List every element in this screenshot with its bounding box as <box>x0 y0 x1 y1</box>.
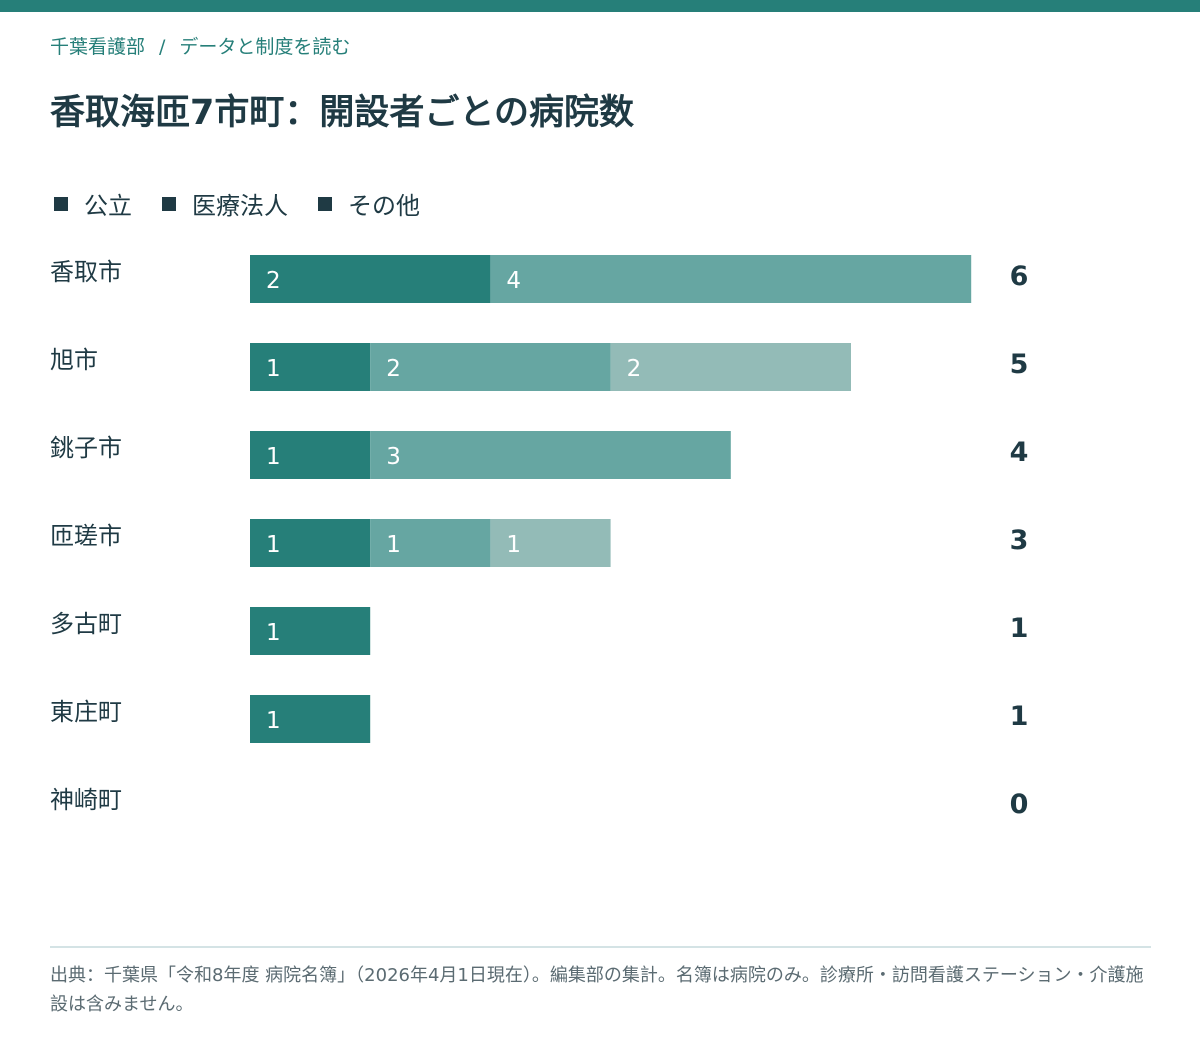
chart-legend: 公立 医療法人 その他 <box>54 186 450 221</box>
breadcrumb-separator: / <box>159 36 166 58</box>
bar-segment-tonosho-0 <box>250 695 371 743</box>
segment-value-label-tako-0: 1 <box>266 620 281 646</box>
bar-segment-asahi-0 <box>250 343 371 391</box>
source-note: 出典：千葉県「令和8年度 病院名簿」（2026年4月1日現在）。編集部の集計。名… <box>50 965 1144 1015</box>
segment-value-label-asahi-1: 2 <box>386 356 401 382</box>
bar-segment-katori-0 <box>250 255 491 303</box>
segment-value-label-asahi-0: 1 <box>266 356 281 382</box>
legend-item-other: その他 <box>318 186 420 221</box>
legend-label-public: 公立 <box>84 192 132 220</box>
bar-segment-sosa-0 <box>250 519 371 567</box>
segment-value-label-sosa-2: 1 <box>506 532 521 558</box>
category-label-choshi: 銚子市 <box>50 434 122 462</box>
segment-value-label-asahi-2: 2 <box>627 356 642 382</box>
bar-segment-tako-0 <box>250 607 371 655</box>
category-label-tonosho: 東庄町 <box>50 698 122 726</box>
total-label-asahi: 5 <box>1010 349 1029 380</box>
category-label-sosa: 匝瑳市 <box>50 522 122 550</box>
top-accent-bar <box>0 0 1200 12</box>
total-label-tonosho: 1 <box>1010 701 1029 732</box>
bar-segment-sosa-2 <box>490 519 611 567</box>
footer-divider <box>50 946 1151 948</box>
breadcrumb-parent[interactable]: 千葉看護部 <box>50 36 146 58</box>
breadcrumb: 千葉看護部 / データと制度を読む <box>50 32 350 59</box>
total-label-tako: 1 <box>1010 613 1029 644</box>
legend-label-medical-corp: 医療法人 <box>192 192 288 220</box>
bar-segment-choshi-1 <box>370 431 731 479</box>
segment-value-label-sosa-0: 1 <box>266 532 281 558</box>
total-label-kozaki: 0 <box>1010 789 1029 820</box>
breadcrumb-current[interactable]: データと制度を読む <box>179 36 351 58</box>
legend-swatch-other <box>318 196 332 211</box>
total-label-choshi: 4 <box>1010 437 1029 468</box>
category-label-tako: 多古町 <box>50 610 122 638</box>
legend-item-medical-corp: 医療法人 <box>162 186 288 221</box>
segment-value-label-sosa-1: 1 <box>386 532 401 558</box>
page-title: 香取海匝7市町：開設者ごとの病院数 <box>50 93 635 133</box>
bar-segment-asahi-2 <box>610 343 851 391</box>
total-label-sosa: 3 <box>1010 525 1029 556</box>
bar-segment-katori-1 <box>490 255 972 303</box>
segment-value-label-katori-1: 4 <box>506 268 521 294</box>
category-label-katori: 香取市 <box>50 258 122 286</box>
segment-value-label-choshi-1: 3 <box>386 444 401 470</box>
total-label-katori: 6 <box>1010 261 1029 292</box>
legend-swatch-medical-corp <box>162 196 176 211</box>
legend-item-public: 公立 <box>54 186 132 221</box>
bar-segment-choshi-0 <box>250 431 371 479</box>
category-label-asahi: 旭市 <box>50 346 98 374</box>
bar-segment-sosa-1 <box>370 519 491 567</box>
bar-segment-asahi-1 <box>370 343 611 391</box>
segment-value-label-choshi-0: 1 <box>266 444 281 470</box>
segment-value-label-tonosho-0: 1 <box>266 708 281 734</box>
legend-label-other: その他 <box>348 192 420 220</box>
segment-value-label-katori-0: 2 <box>266 268 281 294</box>
legend-swatch-public <box>54 196 68 211</box>
category-label-kozaki: 神崎町 <box>50 786 122 814</box>
stacked-bar-chart: 香取市 2 4 6 旭市 1 2 2 5 銚子市 1 3 4 匝瑳市 1 1 1 3 多古町 1 1 東庄町 1 1 神崎町 0 <box>50 255 1029 820</box>
